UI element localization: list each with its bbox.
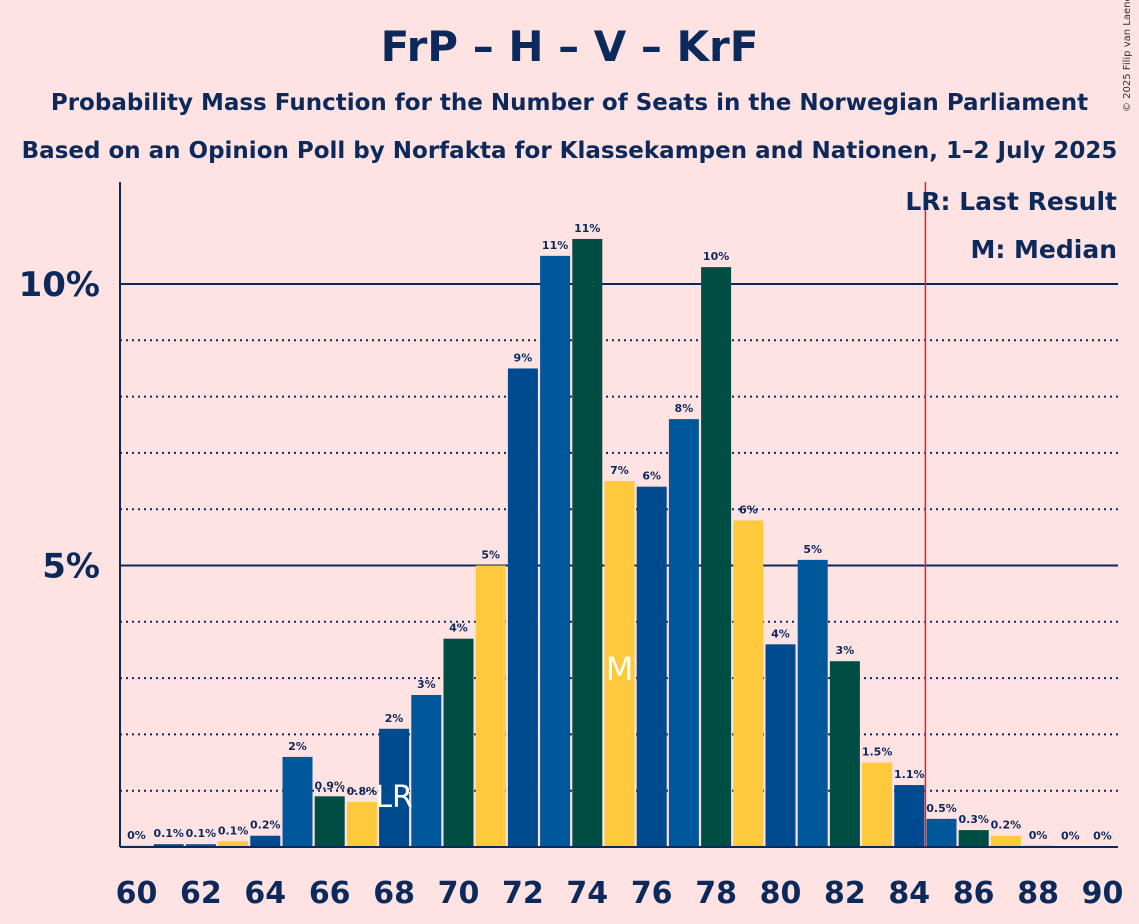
x-tick-label: 90: [1082, 876, 1124, 911]
bar-label: 2%: [385, 712, 404, 725]
bar-label: 0.1%: [153, 827, 184, 840]
bar: [282, 756, 313, 847]
y-tick-label: 10%: [19, 265, 100, 305]
bar: [411, 694, 442, 847]
bar: [443, 638, 474, 847]
x-tick-label: 86: [953, 876, 995, 911]
bar: [604, 481, 635, 847]
bar-label: 0%: [1093, 829, 1112, 842]
bar-label: 0%: [1029, 829, 1048, 842]
last-result-marker: LR: [375, 780, 413, 815]
bar: [507, 368, 538, 847]
bar-label: 0.8%: [347, 785, 378, 798]
x-tick-label: 68: [373, 876, 415, 911]
legend-median: M: Median: [970, 235, 1117, 264]
median-marker: M: [606, 650, 634, 688]
bar: [153, 844, 184, 847]
bar: [346, 801, 377, 847]
y-tick-label: 5%: [42, 547, 100, 587]
bar-label: 7%: [610, 464, 629, 477]
bar: [668, 419, 699, 847]
bar-label: 6%: [739, 503, 758, 516]
bar-label: 0.9%: [314, 779, 345, 792]
bar: [218, 841, 249, 847]
bar-label: 5%: [803, 543, 822, 556]
legend-last-result: LR: Last Result: [905, 187, 1117, 216]
bar: [829, 661, 860, 847]
bar-label: 5%: [481, 549, 500, 562]
x-tick-label: 70: [438, 876, 480, 911]
bar-label: 4%: [771, 627, 790, 640]
bar-label: 1.1%: [894, 768, 925, 781]
bar-label: 0.3%: [958, 813, 989, 826]
bar-label: 0%: [1061, 829, 1080, 842]
x-tick-label: 88: [1017, 876, 1059, 911]
bar-label: 0.1%: [218, 824, 249, 837]
bar-label: 4%: [449, 622, 468, 635]
x-tick-label: 64: [244, 876, 286, 911]
bar: [797, 559, 828, 847]
bar: [636, 486, 667, 847]
bar: [475, 565, 506, 847]
bar: [862, 762, 893, 847]
x-tick-label: 78: [695, 876, 737, 911]
x-tick-label: 84: [888, 876, 930, 911]
bar-label: 3%: [836, 644, 855, 657]
chart-title: FrP – H – V – KrF: [380, 22, 759, 71]
x-tick-label: 66: [309, 876, 351, 911]
bar-label: 0.2%: [250, 819, 281, 832]
x-tick-label: 60: [116, 876, 158, 911]
bar-label: 1.5%: [862, 746, 893, 759]
bar: [185, 844, 216, 847]
bar-label: 0%: [127, 829, 146, 842]
bar-label: 2%: [288, 740, 307, 753]
bar-label: 0.1%: [186, 827, 217, 840]
bar: [701, 267, 732, 847]
bar-label: 10%: [703, 250, 729, 263]
bar: [958, 830, 989, 847]
x-tick-label: 80: [760, 876, 802, 911]
bar-label: 3%: [417, 678, 436, 691]
x-tick-label: 82: [824, 876, 866, 911]
bar: [540, 255, 571, 848]
bar-label: 0.5%: [926, 802, 957, 815]
bar-label: 8%: [675, 402, 694, 415]
bar-label: 11%: [574, 222, 600, 235]
bar: [250, 835, 281, 847]
chart-subtitle-source: Based on an Opinion Poll by Norfakta for…: [21, 138, 1118, 164]
bar-label: 0.2%: [991, 819, 1022, 832]
bar: [765, 644, 796, 847]
x-tick-label: 74: [566, 876, 608, 911]
bar-label: 9%: [514, 351, 533, 364]
bar: [926, 818, 957, 847]
bar-label: 11%: [542, 239, 568, 252]
bar: [572, 238, 603, 847]
x-tick-label: 76: [631, 876, 673, 911]
x-tick-label: 62: [180, 876, 222, 911]
x-tick-label: 72: [502, 876, 544, 911]
bar: [379, 728, 410, 847]
bar-label: 6%: [642, 470, 661, 483]
bar: [990, 835, 1021, 847]
bar: [894, 785, 925, 847]
bar: [733, 520, 764, 847]
bar: [314, 796, 345, 847]
chart-subtitle: Probability Mass Function for the Number…: [50, 90, 1089, 116]
